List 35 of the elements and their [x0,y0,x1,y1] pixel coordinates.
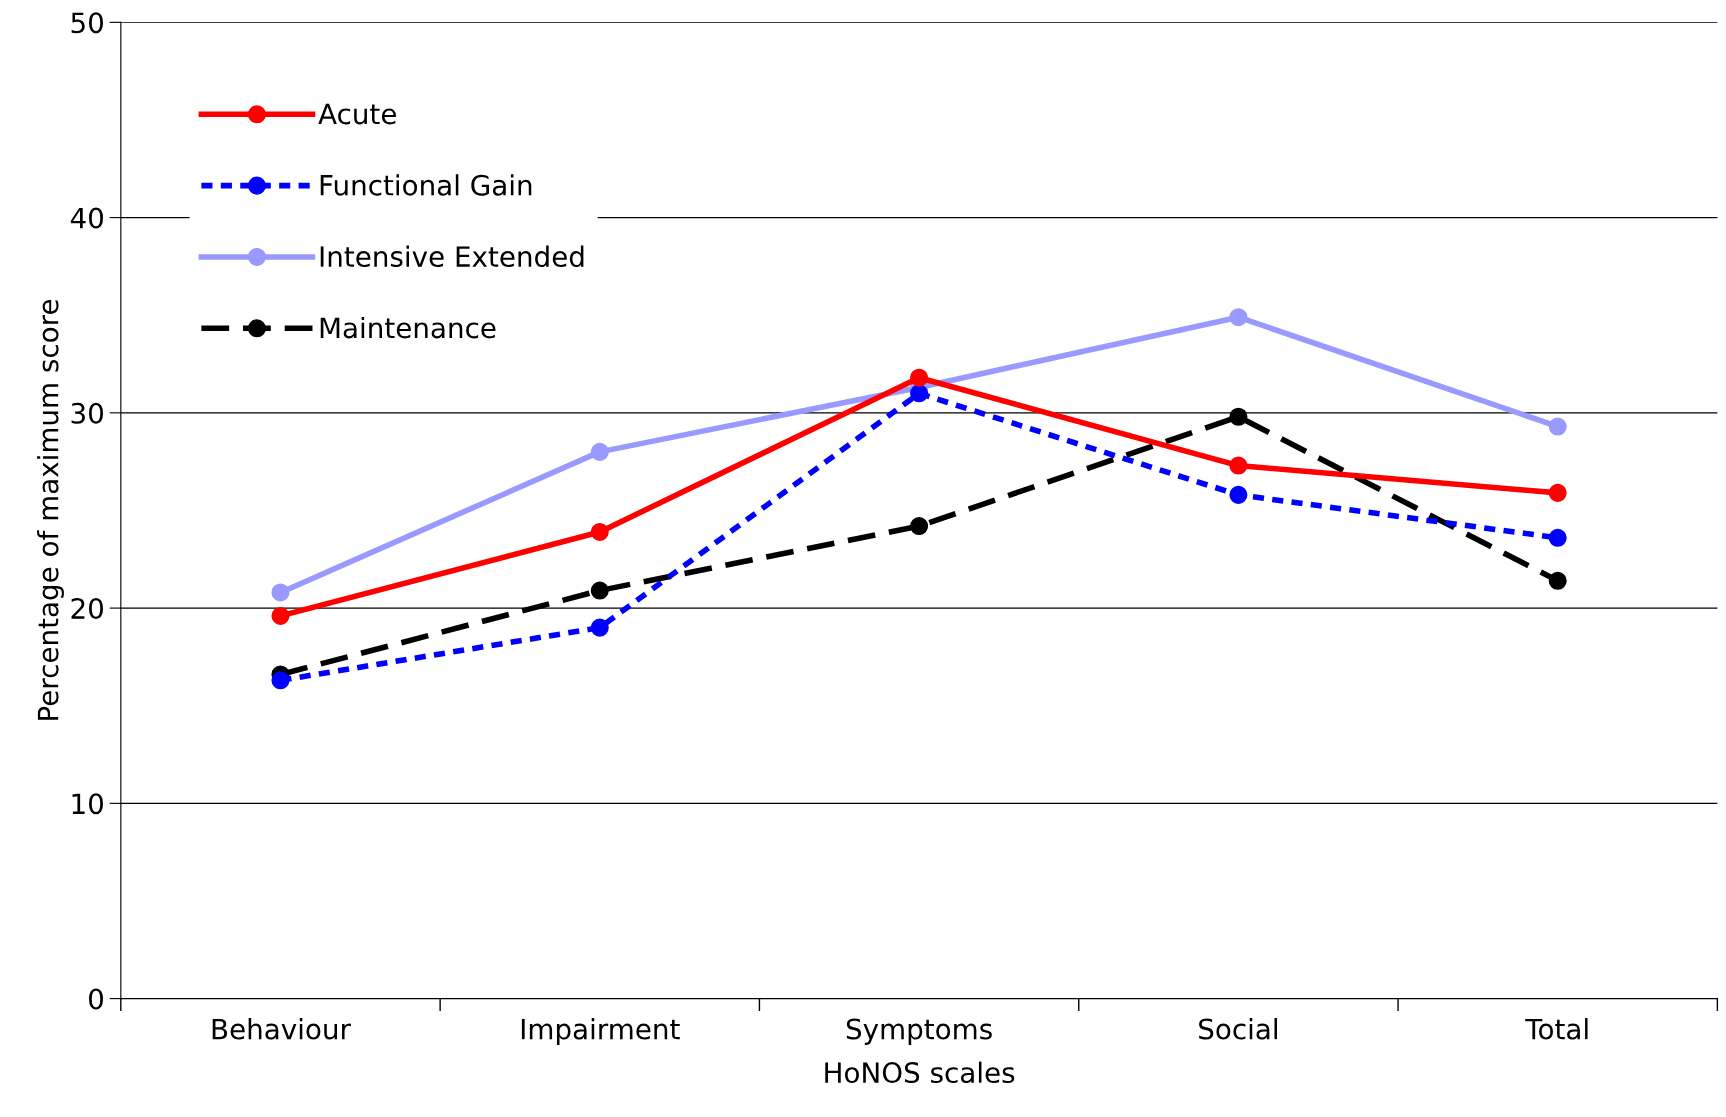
x-tick-label: Total [1525,1018,1588,1040]
y-tick-label: 50 [71,12,103,34]
legend-label: Maintenance [320,316,496,339]
y-tick-label: 20 [71,598,103,620]
x-axis-title: HoNOS scales [825,1061,1015,1084]
y-tick-label: 0 [89,988,103,1010]
point [1548,528,1567,547]
point [590,522,609,541]
point [1548,417,1567,436]
point [1548,483,1567,502]
point [1229,308,1248,327]
y-tick-label: 30 [71,402,103,424]
point [1548,571,1567,590]
y-tick-label: 10 [72,793,103,815]
y-axis-title: Percentage of maximum score [37,299,64,720]
point [910,368,929,387]
x-tick-label: Behaviour [212,1018,351,1040]
point [910,517,929,536]
point [271,671,290,690]
point [1229,456,1248,475]
point [271,583,290,602]
x-tick-label: Impairment [521,1018,680,1045]
legend-label: Intensive Extended [320,245,584,268]
x-tick-label: Symptoms [846,1018,992,1045]
point [590,442,609,461]
x-tick-label: Social [1199,1018,1277,1040]
point [590,618,609,637]
point [910,384,929,403]
legend-label: Functional Gain [320,174,532,196]
point [590,581,609,600]
legend-label: Acute [318,103,396,125]
y-tick-label: 40 [70,207,103,229]
point [1229,485,1248,504]
point [271,606,290,625]
point [1229,407,1248,426]
